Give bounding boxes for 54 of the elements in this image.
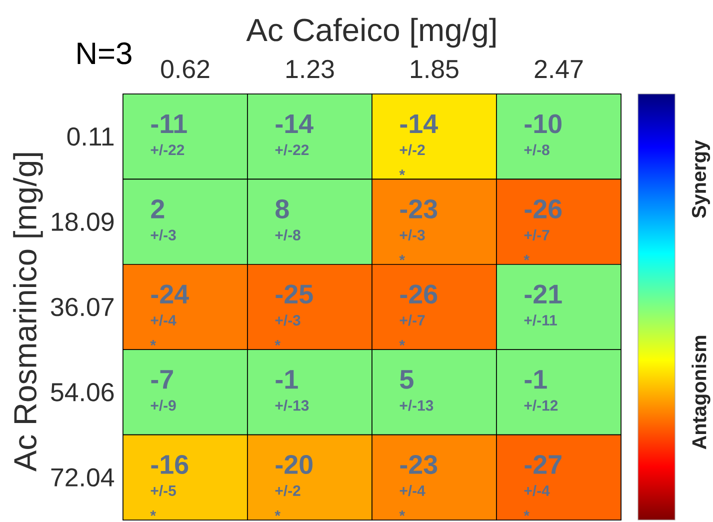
data-label: 5	[400, 370, 414, 389]
data-label: 8	[276, 199, 289, 218]
x-tick-label: 2.47	[534, 60, 583, 78]
annotation: +/-8	[524, 144, 550, 156]
annotation: +/-22	[150, 144, 184, 156]
data-label: -14	[400, 114, 438, 133]
text: Antagonism	[692, 336, 710, 450]
annotation: +/-22	[275, 144, 309, 156]
annotation: +/-13	[400, 400, 434, 411]
annotation: +/-13	[275, 400, 309, 411]
annotation: +/-4 *	[150, 314, 176, 346]
text: N=3	[78, 42, 132, 64]
text: Synergy	[692, 140, 710, 218]
y-tick-label: 36.07	[50, 298, 114, 316]
annotation: +/-2 *	[399, 144, 425, 176]
data-label: -7	[151, 370, 173, 389]
annotation: +/-11	[524, 314, 557, 326]
y-tick-label: 72.04	[51, 468, 114, 487]
x-tick-label: 1.23	[286, 60, 334, 78]
annotation: +/-7 *	[524, 229, 550, 260]
y-axis-title: Ac Rosmarinico [mg/g]	[13, 153, 43, 472]
data-label: -21	[524, 284, 562, 304]
y-tick-label: 0.11	[67, 127, 114, 146]
annotation: +/-5 *	[150, 484, 176, 516]
data-label: -27	[524, 455, 562, 474]
annotation: +/-3 *	[399, 229, 425, 260]
annotation: +/-12	[524, 400, 558, 411]
data-label: 2	[151, 199, 164, 218]
annotation: +/-3 *	[274, 314, 300, 346]
data-label: -25	[276, 284, 313, 304]
annotation: +/-3	[150, 229, 176, 241]
x-tick-label: 1.85	[411, 60, 458, 78]
x-axis-title: Ac Cafeico [mg/g]	[246, 18, 496, 48]
data-label: -1	[524, 370, 547, 389]
data-label: -23	[400, 455, 438, 474]
annotation: +/-8	[275, 229, 300, 241]
data-label: -20	[276, 455, 312, 474]
data-label: -16	[151, 455, 188, 474]
data-label: -26	[524, 199, 562, 218]
y-tick-label: 18.09	[52, 212, 114, 231]
annotation: +/-7 *	[399, 314, 425, 346]
data-label: -11	[151, 114, 187, 133]
annotation: +/-9	[150, 400, 176, 411]
x-tick-label: 0.62	[161, 60, 210, 78]
data-label: -1	[276, 370, 298, 389]
data-label: -23	[400, 199, 438, 218]
data-label: -10	[524, 114, 562, 134]
data-label: -14	[276, 114, 314, 133]
annotation: +/-4 *	[524, 484, 550, 516]
data-label: -26	[400, 284, 438, 304]
y-tick-label: 54.06	[51, 383, 114, 402]
data-label: -24	[151, 284, 189, 304]
annotation: +/-4 *	[399, 484, 426, 516]
annotation: +/-2 *	[274, 484, 300, 516]
